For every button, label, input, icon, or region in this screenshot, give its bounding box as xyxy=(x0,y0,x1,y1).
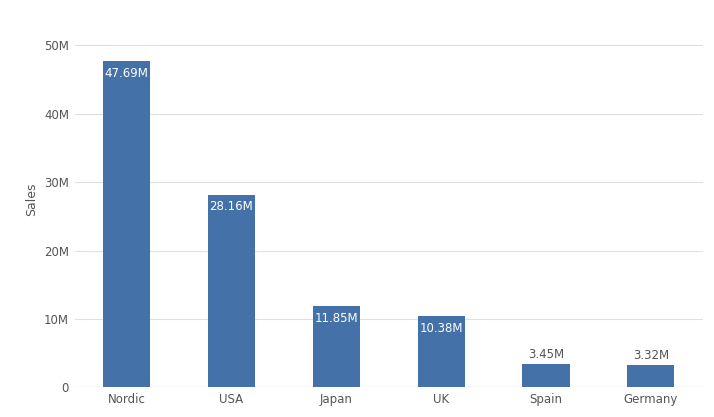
Text: 47.69M: 47.69M xyxy=(105,67,149,80)
Bar xyxy=(627,364,674,387)
Text: 3.32M: 3.32M xyxy=(633,349,669,362)
Bar xyxy=(103,61,150,387)
Text: 10.38M: 10.38M xyxy=(419,322,463,335)
Y-axis label: Sales: Sales xyxy=(26,183,39,216)
Bar xyxy=(523,364,570,387)
Bar xyxy=(208,195,255,387)
Text: 28.16M: 28.16M xyxy=(210,200,253,213)
Text: 3.45M: 3.45M xyxy=(528,348,564,361)
Bar xyxy=(418,317,465,387)
Bar xyxy=(313,306,360,387)
Text: 11.85M: 11.85M xyxy=(314,312,358,325)
